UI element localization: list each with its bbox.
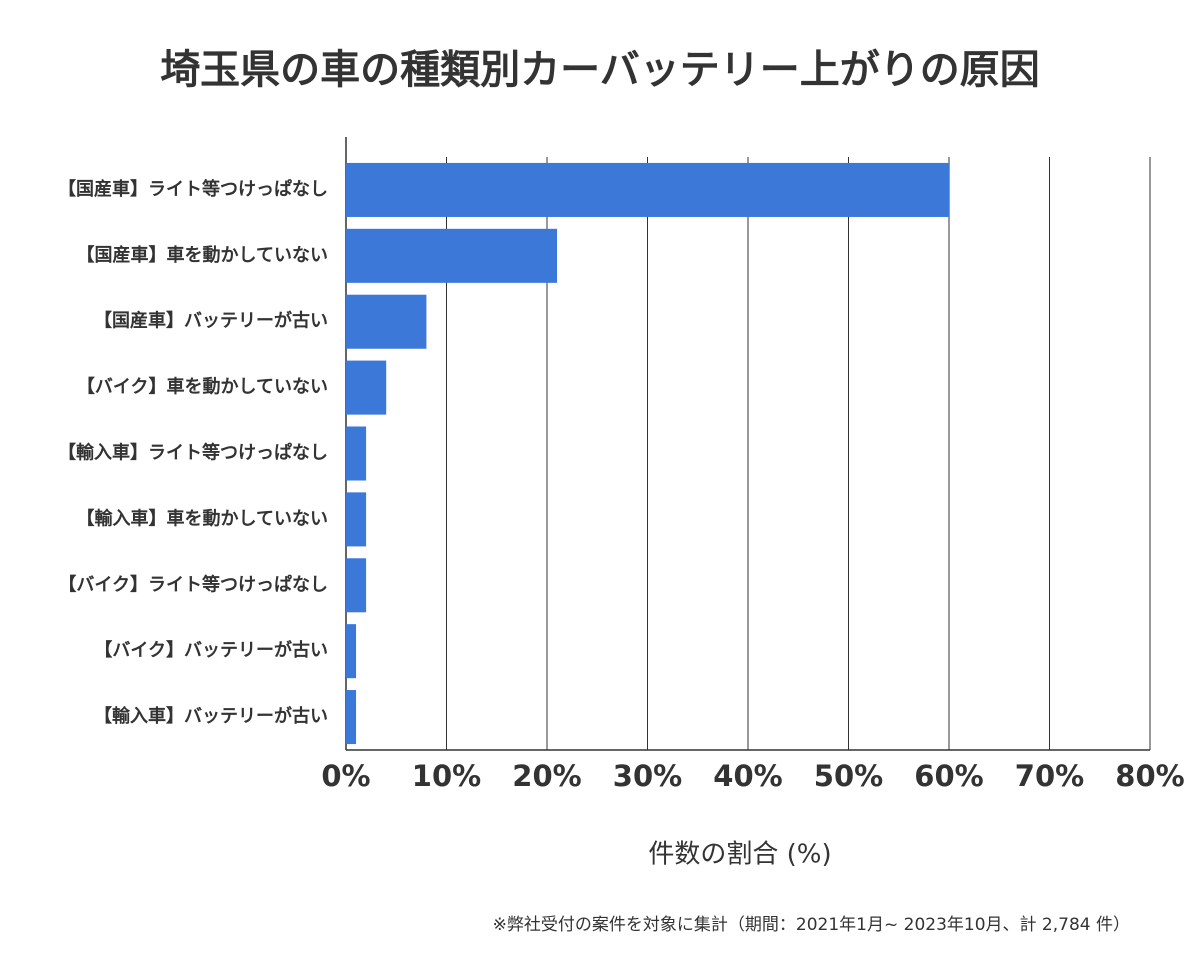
chart-title: 埼玉県の車の種類別カーバッテリー上がりの原因: [160, 47, 1040, 93]
bar: [346, 624, 357, 679]
footnote: ※弊社受付の案件を対象に集計（期間：2021年1月~ 2023年10月、計 2,…: [493, 915, 1130, 935]
bar: [346, 294, 427, 349]
bar: [346, 492, 367, 547]
y-tick-label: 【バイク】バッテリーが古い: [94, 639, 328, 661]
y-tick-label: 【輸入車】ライト等つけっぱなし: [58, 442, 328, 464]
y-tick-label: 【輸入車】バッテリーが古い: [94, 705, 328, 727]
y-tick-label: 【バイク】ライト等つけっぱなし: [58, 573, 328, 595]
x-tick-label: 30%: [613, 759, 682, 793]
x-tick-label: 60%: [914, 759, 983, 793]
y-tick-label: 【国産車】車を動かしていない: [77, 244, 328, 266]
x-tick-label: 50%: [814, 759, 883, 793]
x-axis-label: 件数の割合 (%): [648, 840, 831, 870]
x-tick-label: 0%: [321, 759, 370, 793]
x-tick-label: 70%: [1015, 759, 1084, 793]
bar: [346, 162, 949, 217]
bar: [346, 426, 367, 481]
bar: [346, 228, 558, 283]
x-tick-label: 10%: [412, 759, 481, 793]
bar: [346, 690, 357, 745]
y-tick-label: 【国産車】バッテリーが古い: [94, 310, 328, 332]
y-tick-label: 【輸入車】車を動かしていない: [77, 507, 328, 529]
x-tick-label: 40%: [713, 759, 782, 793]
bar: [346, 360, 387, 415]
bar: [346, 558, 367, 613]
y-tick-label: 【国産車】ライト等つけっぱなし: [58, 178, 328, 200]
x-tick-label: 20%: [512, 759, 581, 793]
y-tick-label: 【バイク】車を動かしていない: [77, 376, 328, 398]
x-tick-label: 80%: [1115, 759, 1184, 793]
